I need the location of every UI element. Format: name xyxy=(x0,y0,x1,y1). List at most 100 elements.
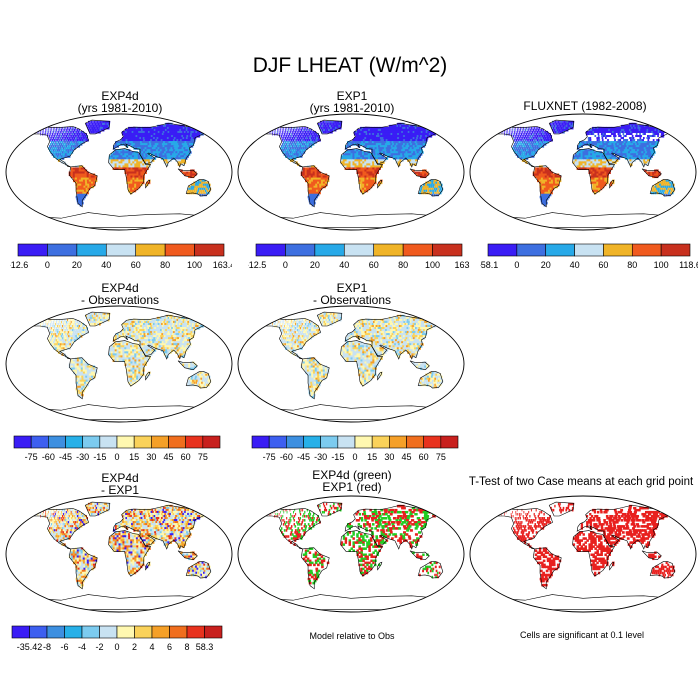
map-grid-cell xyxy=(594,175,597,179)
map-grid-cell xyxy=(172,137,176,140)
map-grid-cell xyxy=(168,141,172,144)
map-grid-cell xyxy=(81,181,84,185)
map-grid-cell xyxy=(152,151,156,154)
map-grid-cell xyxy=(409,153,413,156)
map-grid-cell xyxy=(655,137,659,140)
map-grid-cell xyxy=(54,320,56,324)
map-grid-cell xyxy=(154,318,158,322)
map-grid-cell xyxy=(80,132,82,136)
map-grid-cell xyxy=(610,126,614,130)
map-grid-cell xyxy=(599,137,603,140)
map-grid-cell xyxy=(370,177,373,181)
map-grid-cell xyxy=(381,126,385,130)
map-grid-cell xyxy=(327,124,330,128)
map-grid-cell xyxy=(54,141,56,144)
map-grid-cell xyxy=(161,143,165,146)
map-grid-cell xyxy=(370,130,373,134)
map-grid-cell xyxy=(668,191,670,195)
map-grid-cell xyxy=(648,155,651,158)
map-grid-cell xyxy=(534,126,536,130)
map-grid-cell xyxy=(544,177,548,181)
map-panel-3 xyxy=(469,113,697,231)
map-grid-cell xyxy=(127,139,130,142)
map-grid-cell xyxy=(550,175,554,179)
map-grid-cell xyxy=(204,191,206,195)
map-grid-cell xyxy=(602,175,605,179)
map-grid-cell xyxy=(425,189,428,193)
map-grid-cell xyxy=(138,132,142,136)
map-grid-cell xyxy=(282,130,283,134)
map-grid-cell xyxy=(392,126,396,130)
map-grid-cell xyxy=(158,145,162,148)
map-grid-cell xyxy=(545,181,548,185)
map-grid-cell xyxy=(378,147,382,150)
map-grid-cell xyxy=(145,135,149,138)
map-grid-cell xyxy=(177,163,181,166)
map-grid-cell xyxy=(122,161,125,164)
map-grid-cell xyxy=(128,137,132,140)
map-grid-cell xyxy=(79,139,82,142)
map-grid-cell xyxy=(280,145,283,148)
map-grid-cell xyxy=(325,128,327,132)
map-grid-cell xyxy=(606,128,610,132)
map-grid-cell xyxy=(142,169,145,172)
map-grid-cell xyxy=(74,145,77,148)
map-grid-cell xyxy=(383,147,387,150)
map-grid-cell xyxy=(366,185,369,189)
map-grid-cell xyxy=(295,137,297,140)
map-grid-cell xyxy=(130,179,133,183)
map-grid-cell xyxy=(292,126,294,130)
map-grid-cell xyxy=(537,128,540,132)
map-grid-cell xyxy=(611,159,615,162)
map-grid-cell xyxy=(530,135,532,138)
map-grid-cell xyxy=(410,132,414,136)
map-grid-cell xyxy=(382,128,386,132)
map-grid-cell xyxy=(65,151,68,154)
map-grid-cell xyxy=(304,167,308,170)
map-grid-cell xyxy=(155,147,159,150)
map-grid-cell xyxy=(373,139,376,142)
map-grid-cell xyxy=(378,137,381,140)
map-grid-cell xyxy=(648,135,653,138)
map-grid-cell xyxy=(174,147,178,150)
map-grid-cell xyxy=(551,122,553,126)
map-grid-cell xyxy=(368,181,371,185)
map-grid-cell xyxy=(71,151,74,154)
map-grid-cell xyxy=(297,137,299,140)
map-grid-cell xyxy=(138,318,142,322)
map-grid-cell xyxy=(431,181,434,185)
map-grid-cell xyxy=(362,167,365,170)
map-grid-cell xyxy=(380,149,384,152)
map-grid-cell xyxy=(605,155,609,158)
map-grid-cell xyxy=(644,145,648,148)
map-grid-cell xyxy=(200,183,203,187)
map-grid-cell xyxy=(295,153,298,156)
map-grid-cell xyxy=(76,165,80,168)
map-grid-cell xyxy=(143,143,147,146)
map-grid-cell xyxy=(535,139,537,142)
map-grid-cell xyxy=(303,149,306,152)
map-grid-cell xyxy=(520,145,522,148)
map-grid-cell xyxy=(320,126,323,130)
map-grid-cell xyxy=(572,155,576,158)
map-grid-cell xyxy=(594,157,597,160)
map-grid-cell xyxy=(554,175,558,179)
map-grid-cell xyxy=(617,128,621,132)
map-grid-cell xyxy=(56,155,59,158)
map-grid-cell xyxy=(377,183,381,187)
map-grid-cell xyxy=(566,120,569,124)
map-grid-cell xyxy=(595,143,598,146)
map-grid-cell xyxy=(202,183,205,187)
map-grid-cell xyxy=(592,167,595,170)
map-grid-cell xyxy=(284,135,286,138)
map-grid-cell xyxy=(171,139,175,142)
map-grid-cell xyxy=(70,175,74,179)
map-grid-cell xyxy=(526,128,528,132)
map-grid-cell xyxy=(128,132,131,136)
map-grid-cell xyxy=(398,137,402,140)
map-grid-cell xyxy=(375,132,379,136)
map-grid-cell xyxy=(415,143,419,146)
map-grid-cell xyxy=(62,320,64,324)
map-grid-cell xyxy=(124,153,127,156)
map-grid-cell xyxy=(136,181,139,185)
